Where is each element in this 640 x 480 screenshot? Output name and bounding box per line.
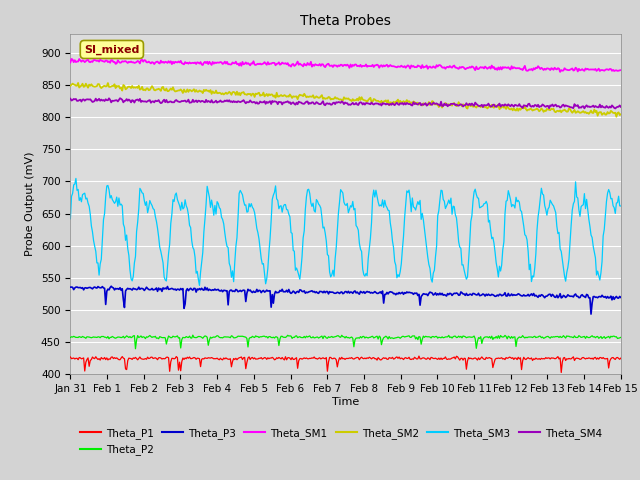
X-axis label: Time: Time	[332, 397, 359, 407]
Title: Theta Probes: Theta Probes	[300, 14, 391, 28]
Y-axis label: Probe Output (mV): Probe Output (mV)	[26, 152, 35, 256]
Text: SI_mixed: SI_mixed	[84, 44, 140, 55]
Legend: Theta_P1, Theta_P2, Theta_P3, Theta_SM1, Theta_SM2, Theta_SM3, Theta_SM4: Theta_P1, Theta_P2, Theta_P3, Theta_SM1,…	[76, 424, 606, 459]
